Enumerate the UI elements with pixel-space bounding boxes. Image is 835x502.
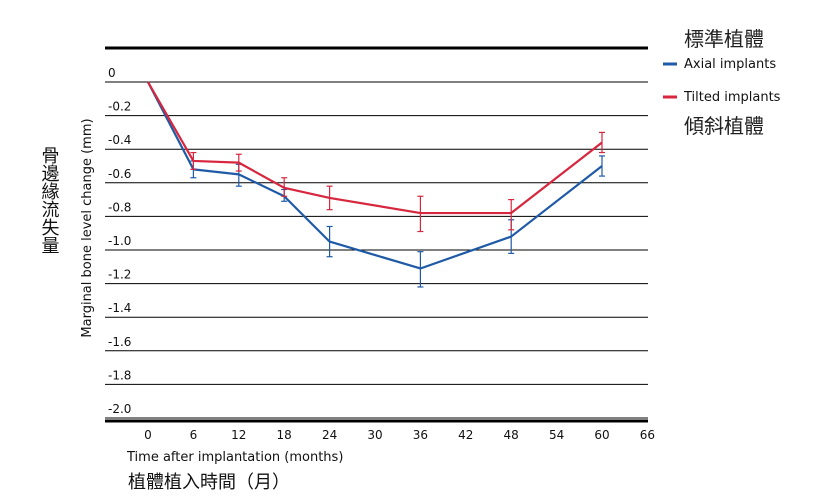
x-tick-label: 42 (458, 428, 473, 442)
y-tick-label: 0 (108, 66, 116, 80)
y-tick-label: -1.2 (108, 268, 131, 282)
y-tick-label: -2.0 (108, 402, 131, 416)
y-axis-ticks: 0 -0.2 -0.4 -0.6 -0.8 -1.0 -1.2 -1.4 -1.6 -1.8 -2.… (108, 66, 131, 416)
y-tick-label: -0.2 (108, 100, 131, 114)
x-tick-label: 48 (504, 428, 519, 442)
legend-tilted-label: Tilted implants (683, 90, 781, 105)
x-tick-label: 36 (413, 428, 428, 442)
legend: 標準植體 Axial implants Tilted implants 傾斜植體 (663, 27, 781, 138)
x-tick-label: 24 (322, 428, 337, 442)
legend-axial-label: Axial implants (684, 57, 776, 72)
x-tick-label: 66 (640, 428, 655, 442)
series-layer (147, 81, 605, 288)
y-tick-label: -1.6 (108, 335, 131, 349)
y-axis-title-zh: 骨邊緣流失量 (39, 146, 60, 254)
y-tick-label: -0.6 (108, 167, 131, 181)
series-line-axial (147, 81, 603, 270)
x-axis-title: Time after implantation (months) (126, 450, 343, 465)
x-axis-title-zh: 植體植入時間（月） (128, 472, 290, 493)
y-tick-label: -0.4 (108, 133, 131, 147)
legend-axial-zh: 標準植體 (684, 27, 764, 51)
y-tick-label: -0.8 (108, 200, 131, 214)
x-tick-label: 6 (190, 428, 198, 442)
y-axis-title: Marginal bone level change (mm) (80, 118, 95, 337)
x-tick-label: 54 (549, 428, 564, 442)
x-tick-label: 12 (231, 428, 246, 442)
x-tick-label: 18 (277, 428, 292, 442)
y-tick-label: -1.0 (108, 234, 131, 248)
y-tick-label: -1.8 (108, 368, 131, 382)
x-tick-label: 30 (367, 428, 382, 442)
legend-tilted-zh: 傾斜植體 (684, 114, 764, 138)
x-tick-label: 60 (594, 428, 609, 442)
y-tick-label: -1.4 (108, 301, 131, 315)
grid (105, 46, 648, 423)
series-line-tilted (147, 81, 603, 215)
x-tick-label: 0 (144, 428, 152, 442)
x-axis-ticks: 0 6 12 18 24 30 36 42 48 54 60 66 (144, 428, 655, 442)
